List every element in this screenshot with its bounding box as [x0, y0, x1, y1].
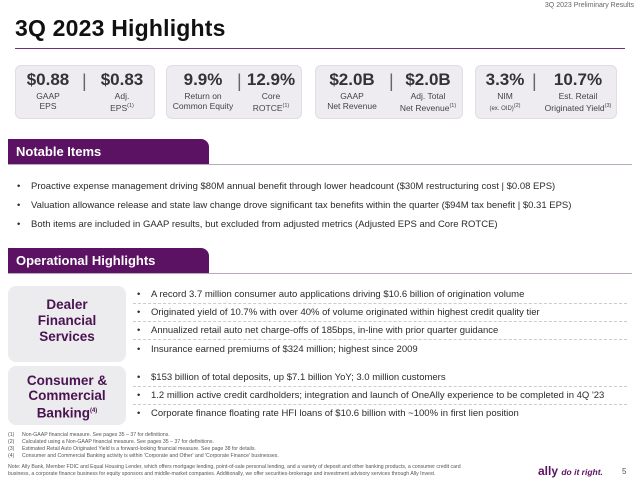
core-rotce-label-2: ROTCE — [252, 102, 283, 113]
core-rotce-value: 12.9% — [246, 70, 296, 89]
row-separator — [133, 386, 627, 387]
nim-label-1: NIM — [497, 91, 513, 101]
footnote: (2) Calculated using a Non-GAAP financial… — [8, 439, 214, 445]
page-number: 5 — [622, 467, 627, 476]
notable-bullet: • Valuation allowance release and state l… — [17, 200, 572, 211]
title-divider — [15, 48, 625, 49]
consumer-label-footnote: (4) — [89, 408, 98, 414]
notable-items-heading: Notable Items — [16, 144, 102, 159]
metric-box-eps: $0.88 GAAP EPS | $0.83 Adj. EPS(1) — [15, 65, 155, 119]
metric-divider: | — [532, 71, 537, 91]
consumer-label-3: Banking — [36, 405, 90, 421]
dealer-label-2: Financial — [37, 313, 97, 328]
retail-yield-label-2: Originated Yield — [544, 102, 605, 113]
page-title: 3Q 2023 Highlights — [15, 15, 226, 41]
consumer-bullet: • Corporate finance floating rate HFI loa… — [137, 408, 519, 419]
retail-yield-label-1: Est. Retail — [558, 91, 598, 101]
footnote: (4) Consumer and Commercial Banking activ… — [8, 453, 279, 459]
adj-net-revenue-value: $2.0B — [405, 70, 451, 89]
notable-items-rule — [8, 164, 632, 165]
operational-header: Operational Highlights — [8, 248, 209, 274]
dealer-bullet: • A record 3.7 million consumer auto appl… — [137, 289, 525, 300]
adj-eps-label-1: Adj. — [114, 91, 130, 101]
operational-heading: Operational Highlights — [16, 253, 156, 268]
roce-label-2: Common Equity — [172, 101, 234, 111]
adj-net-revenue-label-1: Adj. Total — [410, 91, 446, 101]
logo-wordmark: ally — [538, 464, 559, 478]
notable-bullet: • Proactive expense management driving $8… — [17, 181, 556, 192]
nim-value: 3.3% — [485, 70, 525, 89]
adj-eps-label-2: EPS — [110, 102, 128, 113]
logo-tagline: do it right. — [561, 467, 603, 477]
retail-yield-footnote: (3) — [604, 103, 612, 109]
ally-logo: ally do it right. — [538, 464, 603, 478]
consumer-label-2: Commercial — [28, 388, 106, 403]
core-rotce-label-1: Core — [261, 91, 281, 101]
dealer-label-3: Services — [39, 329, 95, 344]
footnote: (3) Estimated Retail Auto Originated Yiel… — [8, 446, 256, 452]
gaap-eps-label-1: GAAP — [36, 91, 60, 101]
row-separator — [133, 404, 627, 405]
adj-eps-footnote: (1) — [127, 103, 134, 109]
row-separator — [133, 339, 627, 340]
row-separator — [133, 303, 627, 304]
gaap-net-revenue-label-1: GAAP — [340, 91, 364, 101]
metric-box-returns: 9.9% Return on Common Equity | 12.9% Cor… — [166, 65, 302, 119]
footnote: (1) Non-GAAP financial measure. See pages… — [8, 432, 170, 438]
dealer-financial-services-panel: Dealer Financial Services — [8, 286, 126, 362]
nim-footnote: (2) — [513, 103, 521, 109]
roce-label-1: Return on — [184, 91, 222, 101]
metric-divider: | — [389, 71, 394, 91]
operational-rule — [8, 273, 632, 274]
report-label: 3Q 2023 Preliminary Results — [544, 2, 634, 9]
notable-items-header: Notable Items — [8, 139, 209, 165]
consumer-bullet: • $153 billion of total deposits, up $7.1… — [137, 372, 446, 383]
gaap-eps-label-2: EPS — [39, 101, 57, 111]
retail-yield-value: 10.7% — [553, 70, 603, 89]
dealer-label-1: Dealer — [46, 297, 88, 312]
core-rotce-footnote: (1) — [282, 103, 290, 109]
disclaimer-line-1: Note: Ally Bank, Member FDIC and Equal H… — [8, 464, 461, 470]
gaap-eps-value: $0.88 — [26, 70, 70, 89]
consumer-label-1: Consumer & — [26, 373, 108, 388]
notable-bullet: • Both items are included in GAAP results… — [17, 219, 498, 230]
nim-label-2: (ex. OID) — [489, 106, 514, 112]
metric-divider: | — [237, 71, 242, 91]
roce-value: 9.9% — [183, 70, 223, 89]
metric-divider: | — [82, 71, 87, 91]
dealer-bullet: • Insurance earned premiums of $324 milli… — [137, 344, 418, 355]
adj-eps-value: $0.83 — [100, 70, 144, 89]
row-separator — [133, 321, 627, 322]
dealer-bullet: • Annualized retail auto net charge-offs … — [137, 325, 499, 336]
dealer-bullet: • Originated yield of 10.7% with over 40%… — [137, 307, 540, 318]
adj-net-revenue-footnote: (1) — [449, 103, 457, 109]
gaap-net-revenue-label-2: Net Revenue — [327, 101, 377, 111]
metric-box-revenue: $2.0B GAAP Net Revenue | $2.0B Adj. Tota… — [315, 65, 463, 119]
gaap-net-revenue-value: $2.0B — [329, 70, 375, 89]
disclaimer-line-2: business, a corporate finance business f… — [8, 471, 436, 477]
consumer-commercial-banking-panel: Consumer & Commercial Banking(4) — [8, 366, 126, 425]
consumer-bullet: • 1.2 million active credit cardholders; … — [137, 390, 605, 401]
metric-box-yield: 3.3% NIM (ex. OID)(2) | 10.7% Est. Retai… — [475, 65, 617, 119]
adj-net-revenue-label-2: Net Revenue — [399, 102, 450, 113]
